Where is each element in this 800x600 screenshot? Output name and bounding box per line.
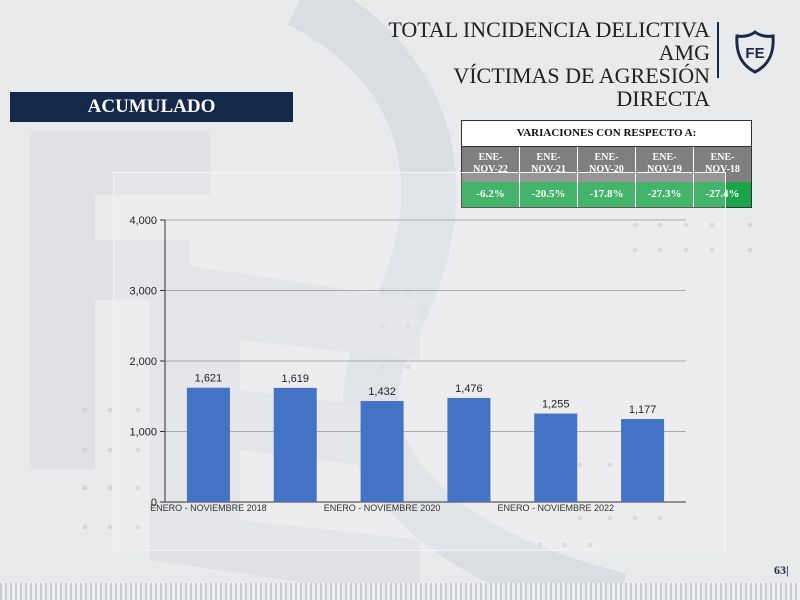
variation-value: -27.3%: [636, 182, 694, 207]
period-line2: NOV-20: [589, 164, 624, 175]
decorative-dots: [82, 222, 753, 548]
page-number: 63|: [774, 563, 789, 577]
period-cell: ENE- NOV-20: [578, 147, 636, 182]
variation-value: -17.8%: [578, 182, 636, 207]
period-line2: NOV-18: [705, 164, 740, 175]
variations-table: VARIACIONES CON RESPECTO A: ENE- NOV-22 E…: [461, 120, 752, 208]
y-tick-label: 2,000: [129, 356, 157, 368]
variations-header: VARIACIONES CON RESPECTO A:: [462, 121, 751, 147]
period-line2: NOV-22: [473, 164, 508, 175]
variation-value: -27.4%: [694, 182, 751, 207]
x-category-label: ENERO - NOVIEMBRE 2018: [150, 503, 267, 513]
x-category-label: ENERO - NOVIEMBRE 2022: [497, 503, 614, 513]
bar: [534, 413, 578, 502]
bar: [186, 387, 230, 502]
period-cell: ENE- NOV-18: [694, 147, 751, 182]
title-line-2: AMG: [658, 40, 710, 65]
variations-value-row: -6.2% -20.5% -17.8% -27.3% -27.4%: [462, 182, 751, 207]
logo-text: FE: [745, 45, 764, 62]
period-line1: ENE-: [536, 152, 561, 163]
title-divider: [717, 22, 719, 78]
title-line-3: VÍCTIMAS DE AGRESIÓN: [453, 63, 710, 88]
page-title: TOTAL INCIDENCIA DELICTIVA AMG VÍCTIMAS …: [330, 18, 710, 110]
variation-value: -20.5%: [520, 182, 578, 207]
y-tick-label: 1,000: [129, 427, 157, 439]
variation-value: -6.2%: [462, 182, 520, 207]
period-line1: ENE-: [652, 152, 677, 163]
period-cell: ENE- NOV-19: [636, 147, 694, 182]
y-tick-label: 4,000: [129, 215, 157, 227]
fe-shield-logo-icon: FE: [735, 30, 775, 74]
bottom-stripes: [0, 583, 800, 600]
x-category-label: ENERO - NOVIEMBRE 2020: [324, 503, 441, 513]
bar: [621, 419, 665, 502]
period-line2: NOV-21: [531, 164, 566, 175]
data-label: 1,255: [542, 399, 570, 411]
bar: [447, 397, 491, 502]
period-cell: ENE- NOV-22: [462, 147, 520, 182]
period-line2: NOV-19: [647, 164, 682, 175]
period-cell: ENE- NOV-21: [520, 147, 578, 182]
data-label: 1,621: [195, 373, 223, 385]
title-line-4: DIRECTA: [616, 86, 710, 111]
variations-period-row: ENE- NOV-22 ENE- NOV-21 ENE- NOV-20 ENE- NOV…: [462, 147, 751, 182]
data-label: 1,177: [629, 404, 657, 416]
section-label: ACUMULADO: [10, 92, 293, 122]
period-line1: ENE-: [594, 152, 619, 163]
period-line1: ENE-: [478, 152, 503, 163]
y-tick-label: 3,000: [129, 286, 157, 298]
y-tick-label: 0: [151, 497, 157, 509]
data-label: 1,619: [281, 373, 309, 385]
data-label: 1,476: [455, 383, 483, 395]
period-line1: ENE-: [710, 152, 735, 163]
title-line-1: TOTAL INCIDENCIA DELICTIVA: [388, 17, 710, 42]
bar: [360, 401, 404, 502]
bar: [273, 387, 317, 502]
data-label: 1,432: [368, 386, 396, 398]
